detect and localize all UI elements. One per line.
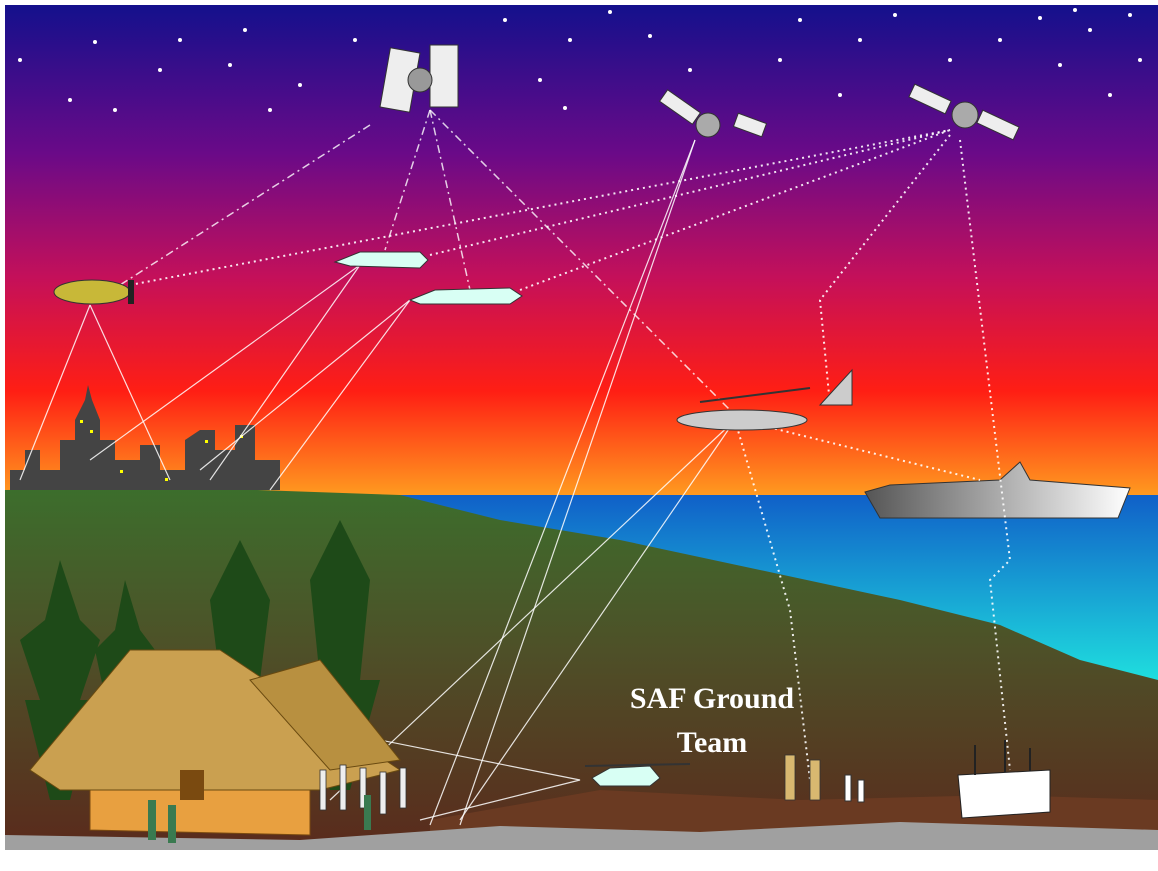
star [158, 68, 162, 72]
star [298, 83, 302, 87]
star [608, 10, 612, 14]
scene: SAF Ground Team [0, 0, 1158, 871]
star [1058, 63, 1062, 67]
star [113, 108, 117, 112]
star [18, 58, 22, 62]
star [838, 93, 842, 97]
star [178, 38, 182, 42]
star [778, 58, 782, 62]
star [998, 38, 1002, 42]
star [228, 63, 232, 67]
star [1138, 58, 1142, 62]
star [1088, 28, 1092, 32]
label-line: SAF Ground [630, 682, 795, 715]
star [858, 38, 862, 42]
star [243, 28, 247, 32]
star [1038, 16, 1042, 20]
star [503, 18, 507, 22]
star [68, 98, 72, 102]
star [93, 40, 97, 44]
star [353, 38, 357, 42]
star [268, 108, 272, 112]
star [1108, 93, 1112, 97]
star [688, 68, 692, 72]
label-line: Team [677, 726, 748, 759]
star [1128, 13, 1132, 17]
star [538, 78, 542, 82]
star [568, 38, 572, 42]
star [563, 106, 567, 110]
star [948, 58, 952, 62]
star [798, 18, 802, 22]
star [893, 13, 897, 17]
star [1073, 8, 1077, 12]
star [648, 34, 652, 38]
